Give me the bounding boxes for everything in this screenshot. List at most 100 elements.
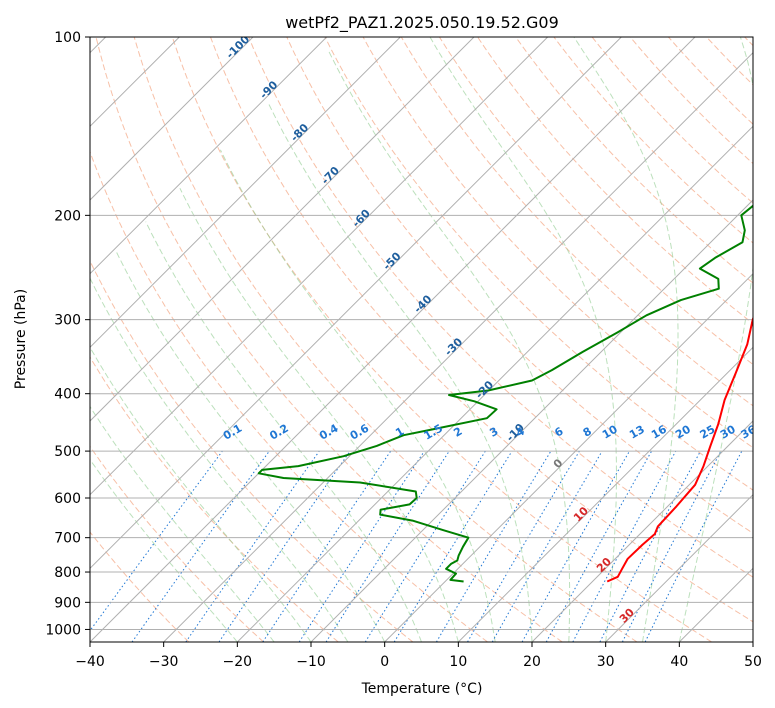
chart-title: wetPf2_PAZ1.2025.050.19.52.G09 [285, 13, 559, 33]
moist-adiabat [573, 37, 679, 642]
isotherm-line [236, 125, 753, 642]
isotherm-label: 10 [571, 504, 591, 524]
dry-adiabat [248, 37, 753, 578]
dry-adiabat [706, 37, 753, 86]
plot-frame [89, 36, 754, 643]
mixing-ratio-line [644, 450, 743, 642]
y-tick-label: 700 [54, 531, 81, 547]
mixing-ratio-line [185, 450, 320, 642]
moist-adiabat [678, 37, 753, 642]
isotherm-label: 30 [617, 605, 637, 625]
mixing-ratio-line [393, 450, 513, 642]
isotherm-line [90, 37, 475, 422]
dry-adiabat [210, 37, 753, 623]
mixing-ratio-label: 8 [581, 425, 594, 440]
mixing-ratio-label: 20 [673, 423, 693, 442]
mixing-ratio-line [545, 450, 653, 642]
mixing-ratio-label: 0.2 [267, 422, 290, 443]
moist-adiabat [90, 405, 275, 642]
isotherm-label: -80 [288, 121, 311, 144]
isotherm-label: -60 [350, 207, 373, 230]
temperature-profile [606, 316, 753, 583]
isotherm-label: -40 [411, 292, 434, 315]
dewpoint-profile [257, 204, 753, 583]
moist-adiabat [145, 221, 422, 642]
x-tick-label: 10 [449, 654, 467, 670]
mixing-ratio-line [218, 450, 351, 642]
dry-adiabat [133, 37, 638, 642]
mixing-ratio-label: 13 [627, 423, 647, 442]
isotherm-label: -90 [257, 78, 280, 101]
mixing-ratio-label: 2 [451, 425, 464, 440]
dry-adiabat [438, 37, 753, 366]
isotherm-line [90, 37, 254, 201]
isotherm-line [90, 37, 549, 496]
mixing-ratio-label: 6 [552, 424, 565, 439]
y-tick-label: 500 [54, 444, 81, 460]
moist-adiabat [90, 458, 238, 642]
mixing-ratio-label: 36 [739, 423, 759, 442]
moist-adiabat [268, 104, 533, 642]
mixing-ratio-label: 1 [393, 425, 406, 440]
moist-adiabat [90, 277, 349, 642]
plot-area: -100-90-80-70-60-50-40-30-20-10010203040… [90, 37, 759, 676]
dry-adiabat [668, 37, 753, 125]
mixing-ratio-line [298, 450, 425, 642]
mixing-ratio-line [262, 450, 392, 642]
x-tick-label: 50 [744, 654, 762, 670]
moist-adiabat [327, 49, 571, 642]
mixing-ratio-label: 25 [698, 423, 718, 442]
y-tick-label: 100 [54, 30, 81, 46]
moist-adiabat [115, 251, 386, 642]
dry-adiabat [95, 37, 563, 642]
y-tick-label: 200 [54, 208, 81, 224]
mixing-ratio-label: 0.1 [221, 422, 244, 443]
x-tick-label: −30 [149, 654, 179, 670]
isotherm-label: -70 [319, 164, 342, 187]
dry-adiabat [90, 259, 414, 642]
isotherm-line [90, 37, 401, 349]
dry-adiabat [400, 37, 753, 407]
isotherm-line [457, 346, 753, 642]
isotherm-line [90, 37, 696, 642]
isotherm-line [531, 420, 753, 642]
y-tick-label: 800 [54, 565, 81, 581]
x-tick-label: −40 [75, 654, 105, 670]
mixing-ratio-line [467, 450, 580, 642]
isotherm-line [605, 493, 753, 642]
background-lines [90, 37, 753, 642]
isotherm-line [90, 37, 622, 570]
dry-adiabat [90, 356, 339, 642]
mixing-ratio-line [90, 450, 223, 632]
isotherm-label: 40 [640, 656, 660, 676]
mixing-ratio-label: 16 [649, 423, 669, 442]
y-tick-label: 1000 [45, 622, 81, 638]
isotherm-line [163, 51, 753, 642]
dry-adiabat [90, 531, 190, 642]
x-tick-label: −20 [223, 654, 253, 670]
y-tick-label: 600 [54, 491, 81, 507]
x-tick-label: 40 [670, 654, 688, 670]
mixing-ratio-label: 3 [487, 425, 500, 440]
mixing-ratio-line [435, 450, 552, 642]
series-layer [257, 204, 753, 583]
x-axis-label: Temperature (°C) [361, 681, 483, 697]
mixing-ratio-label: 0.6 [348, 421, 372, 442]
x-axis-ticks: −40 −30 −20 −10 0 10 20 30 40 50 [75, 642, 762, 670]
isotherm-label: -50 [380, 249, 403, 272]
y-axis-label: Pressure (hPa) [13, 289, 29, 389]
dry-adiabat [90, 150, 488, 642]
moist-adiabat [179, 187, 459, 642]
y-tick-label: 900 [54, 595, 81, 611]
x-tick-label: 0 [380, 654, 389, 670]
mixing-ratio-line [131, 450, 270, 642]
x-tick-label: 30 [597, 654, 615, 670]
mixing-ratio-label: 0.4 [317, 421, 341, 442]
isotherm-line [384, 272, 753, 642]
y-tick-label: 400 [54, 387, 81, 403]
x-tick-label: −10 [296, 654, 326, 670]
isotherm-line [310, 199, 753, 642]
mixing-ratio-label: 1.5 [422, 422, 445, 443]
y-tick-label: 300 [54, 313, 81, 329]
